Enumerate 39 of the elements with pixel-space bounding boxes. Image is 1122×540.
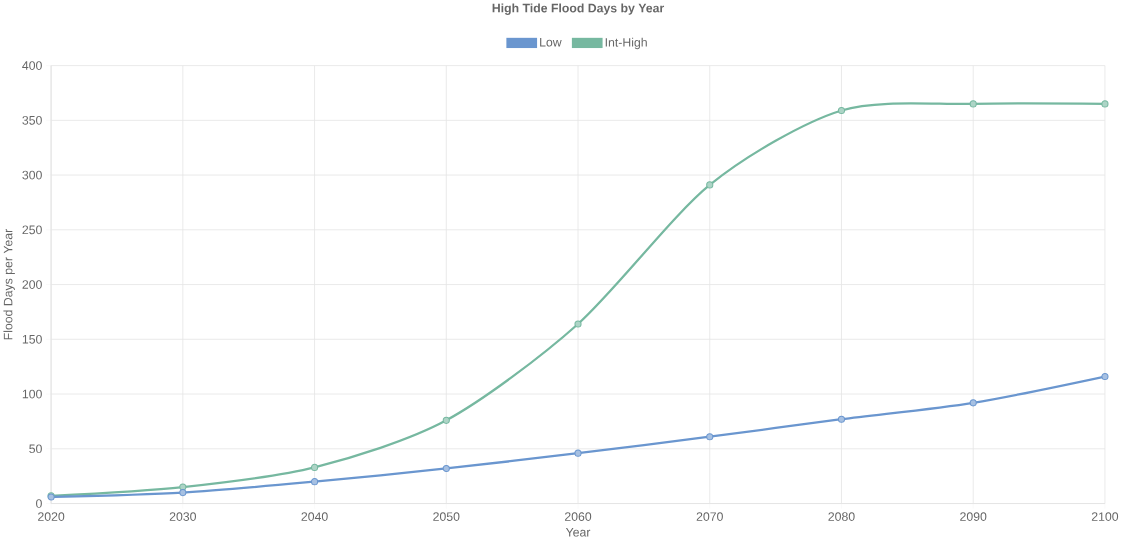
y-tick-label: 400 bbox=[22, 61, 42, 70]
y-tick-label: 150 bbox=[22, 334, 42, 344]
y-tick-label: 300 bbox=[22, 170, 42, 180]
x-tick-label: 2040 bbox=[301, 512, 328, 521]
x-tick-label: 2080 bbox=[828, 512, 855, 521]
point bbox=[706, 433, 714, 441]
point bbox=[1101, 372, 1109, 381]
point bbox=[179, 483, 187, 491]
legend-label: Low bbox=[540, 37, 562, 47]
legend-label: Int-High bbox=[605, 37, 647, 50]
point bbox=[442, 416, 450, 424]
x-tick-label: 2020 bbox=[38, 512, 65, 521]
y-tick-label: 50 bbox=[29, 444, 42, 454]
point bbox=[969, 399, 977, 407]
point bbox=[310, 478, 319, 486]
point bbox=[969, 100, 977, 108]
chart-title: High Tide Flood Days by Year bbox=[492, 3, 665, 15]
y-tick-label: 350 bbox=[22, 116, 42, 125]
y-axis-title: Flood Days per Year bbox=[3, 229, 15, 340]
x-tick-label: 2090 bbox=[960, 512, 987, 521]
x-tick-label: 2070 bbox=[696, 512, 723, 521]
y-tick-label: 0 bbox=[36, 499, 42, 508]
point bbox=[574, 320, 582, 328]
point bbox=[706, 181, 714, 189]
point bbox=[310, 463, 319, 471]
x-tick-label: 2030 bbox=[169, 512, 197, 521]
y-tick-label: 200 bbox=[22, 280, 42, 289]
point bbox=[837, 415, 846, 423]
point bbox=[574, 449, 582, 457]
x-tick-label: 2050 bbox=[433, 512, 460, 521]
x-tick-label: 2060 bbox=[564, 512, 592, 521]
point bbox=[1101, 100, 1109, 108]
x-axis-title: Year bbox=[565, 528, 591, 537]
x-tick-label: 2100 bbox=[1091, 512, 1119, 521]
point bbox=[442, 464, 450, 473]
y-tick-label: 250 bbox=[22, 225, 42, 235]
y-tick-label: 100 bbox=[22, 389, 42, 399]
point bbox=[837, 106, 846, 115]
point bbox=[179, 489, 187, 497]
